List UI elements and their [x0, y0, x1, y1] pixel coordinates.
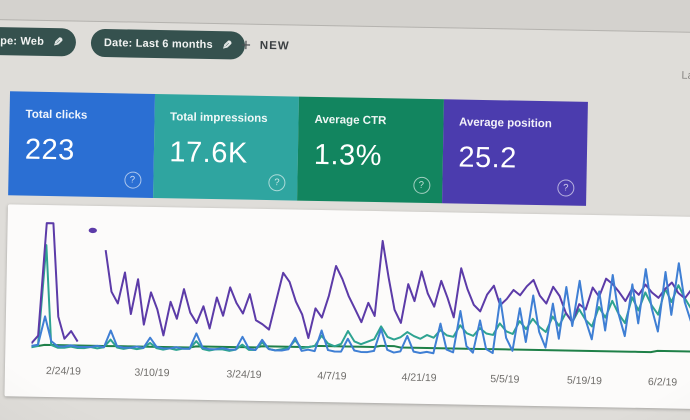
- metric-value: 223: [24, 133, 76, 167]
- filter-chip-label: type: Web: [0, 34, 45, 48]
- edit-pencil-icon[interactable]: ✎: [52, 35, 64, 50]
- line-chart-canvas: [31, 217, 690, 364]
- metric-cards-row: Total clicks 223 ? Total impressions 17.…: [8, 91, 588, 206]
- x-tick-label: 5/5/19: [490, 373, 520, 386]
- metric-label: Total clicks: [25, 108, 88, 122]
- metric-card-total-impressions[interactable]: Total impressions 17.6K ?: [152, 93, 299, 201]
- x-tick-label: 3/24/19: [226, 368, 262, 381]
- filter-chip-date-range[interactable]: Date: Last 6 months ✎: [90, 28, 246, 60]
- series-line-total-impressions: [31, 223, 79, 344]
- filter-bar: type: Web ✎ Date: Last 6 months ✎ + NEW: [0, 26, 690, 70]
- metric-label: Total impressions: [169, 111, 268, 126]
- x-tick-label: 2/24/19: [45, 365, 82, 378]
- metric-card-average-position[interactable]: Average position 25.2 ?: [441, 99, 588, 206]
- series-line-total-impressions: [104, 236, 690, 346]
- x-tick-label: 3/10/19: [134, 366, 170, 380]
- x-tick-label: 5/19/19: [566, 374, 603, 388]
- new-filter-label: NEW: [259, 39, 290, 53]
- x-tick-label: 6/2/19: [647, 376, 678, 389]
- new-filter-button[interactable]: + NEW: [241, 32, 290, 61]
- performance-chart-panel: 2/24/19 3/10/19 3/24/19 4/7/19 4/21/19 5/5/19…: [4, 204, 690, 410]
- filter-chip-search-type[interactable]: type: Web ✎: [0, 26, 77, 57]
- edit-pencil-icon[interactable]: ✎: [221, 38, 233, 53]
- help-icon[interactable]: ?: [412, 176, 431, 195]
- filter-chip-label: Date: Last 6 months: [103, 37, 213, 52]
- metric-card-total-clicks[interactable]: Total clicks 223 ?: [8, 91, 155, 198]
- metric-value: 17.6K: [169, 136, 249, 170]
- plus-icon: +: [240, 35, 252, 55]
- metric-label: Average CTR: [314, 113, 387, 128]
- metric-value: 1.3%: [313, 138, 383, 173]
- help-icon[interactable]: ?: [123, 171, 142, 189]
- metric-card-average-ctr[interactable]: Average CTR 1.3% ?: [297, 96, 444, 204]
- isolated-data-point: [88, 227, 97, 234]
- help-icon[interactable]: ?: [268, 174, 286, 192]
- clipped-right-edge-text: Last: [681, 69, 690, 82]
- x-axis: 2/24/19 3/10/19 3/24/19 4/7/19 4/21/19 5/5/19…: [31, 365, 690, 392]
- metric-label: Average position: [458, 116, 553, 131]
- series-line-average-position: [31, 339, 690, 358]
- help-icon[interactable]: ?: [557, 179, 575, 197]
- metric-value: 25.2: [458, 141, 518, 175]
- x-tick-label: 4/7/19: [317, 369, 347, 383]
- x-tick-label: 4/21/19: [401, 371, 437, 385]
- series-line-total-clicks: [31, 229, 690, 358]
- performance-chart: [31, 217, 690, 364]
